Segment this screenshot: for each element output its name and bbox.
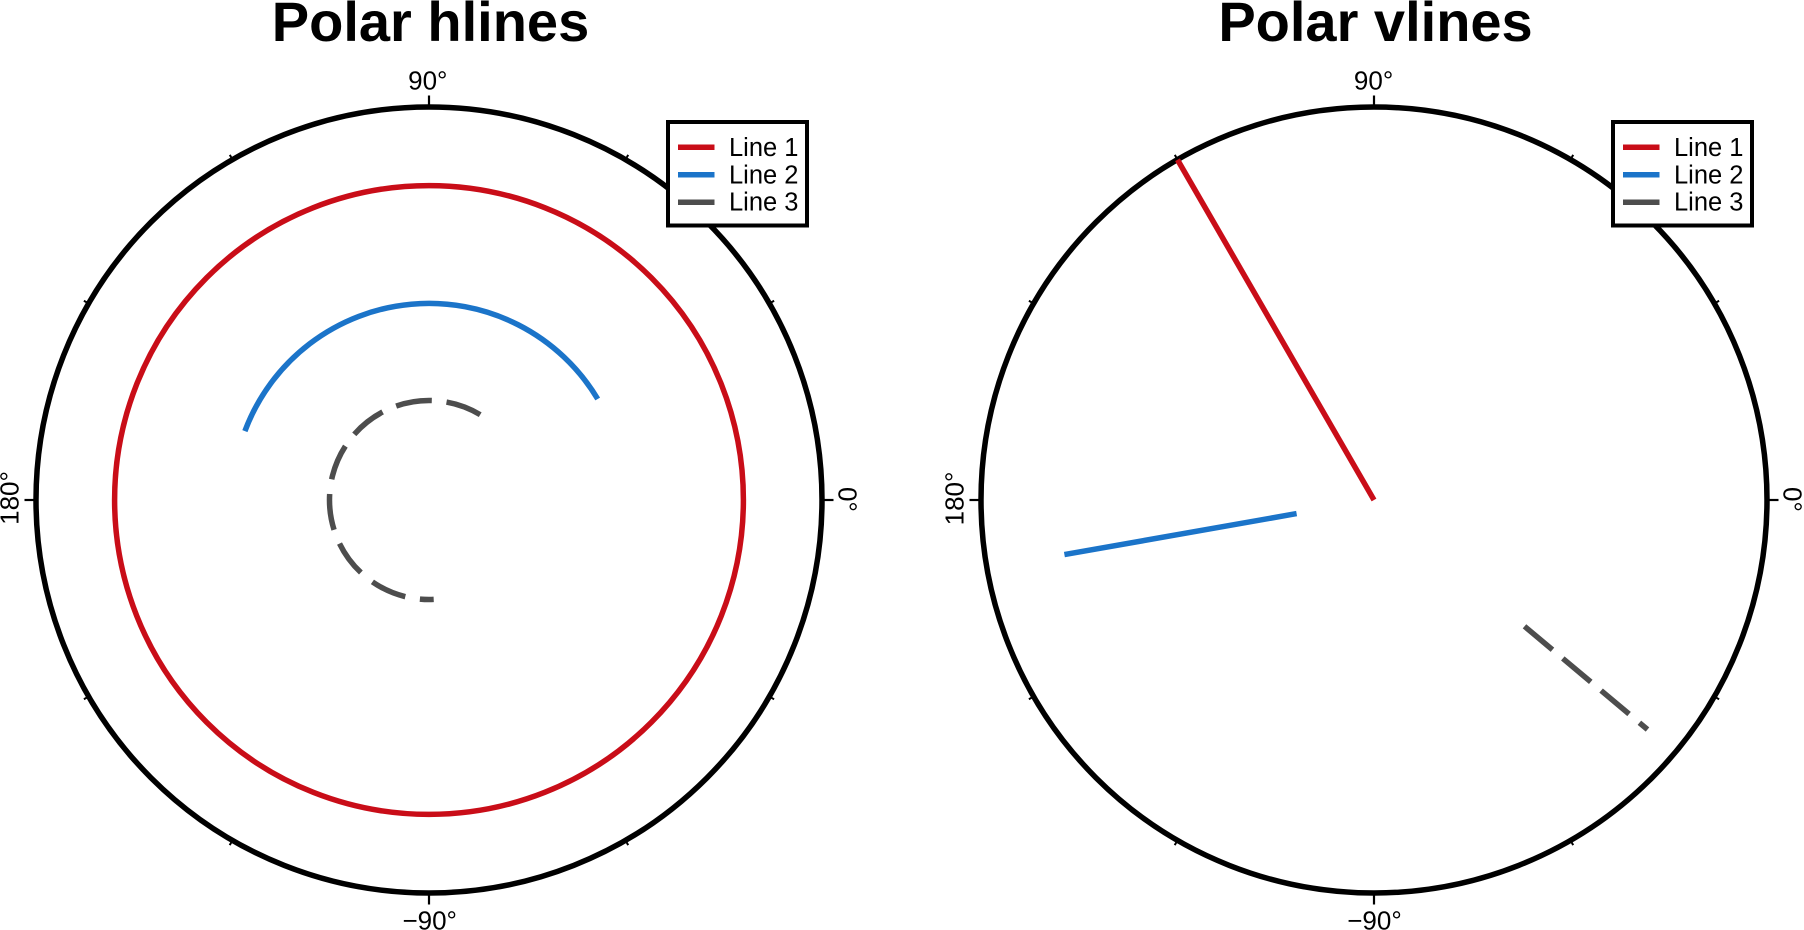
svg-text:−90°: −90° bbox=[1347, 906, 1402, 930]
svg-text:Line 3: Line 3 bbox=[1674, 189, 1743, 217]
svg-text:−90°: −90° bbox=[402, 906, 457, 930]
svg-text:90°: 90° bbox=[408, 66, 447, 96]
svg-text:0°: 0° bbox=[833, 487, 863, 512]
svg-text:90°: 90° bbox=[1354, 66, 1393, 96]
svg-text:Line 1: Line 1 bbox=[1674, 134, 1743, 162]
svg-text:Polar vlines: Polar vlines bbox=[1218, 0, 1532, 53]
svg-text:Line 2: Line 2 bbox=[1674, 161, 1743, 189]
svg-text:Line 2: Line 2 bbox=[729, 161, 798, 189]
svg-text:Polar hlines: Polar hlines bbox=[272, 0, 589, 53]
svg-text:Line 3: Line 3 bbox=[729, 189, 798, 217]
svg-text:180°: 180° bbox=[0, 471, 24, 525]
svg-text:0°: 0° bbox=[1778, 487, 1804, 512]
svg-text:Line 1: Line 1 bbox=[729, 134, 798, 162]
svg-text:180°: 180° bbox=[940, 472, 970, 526]
